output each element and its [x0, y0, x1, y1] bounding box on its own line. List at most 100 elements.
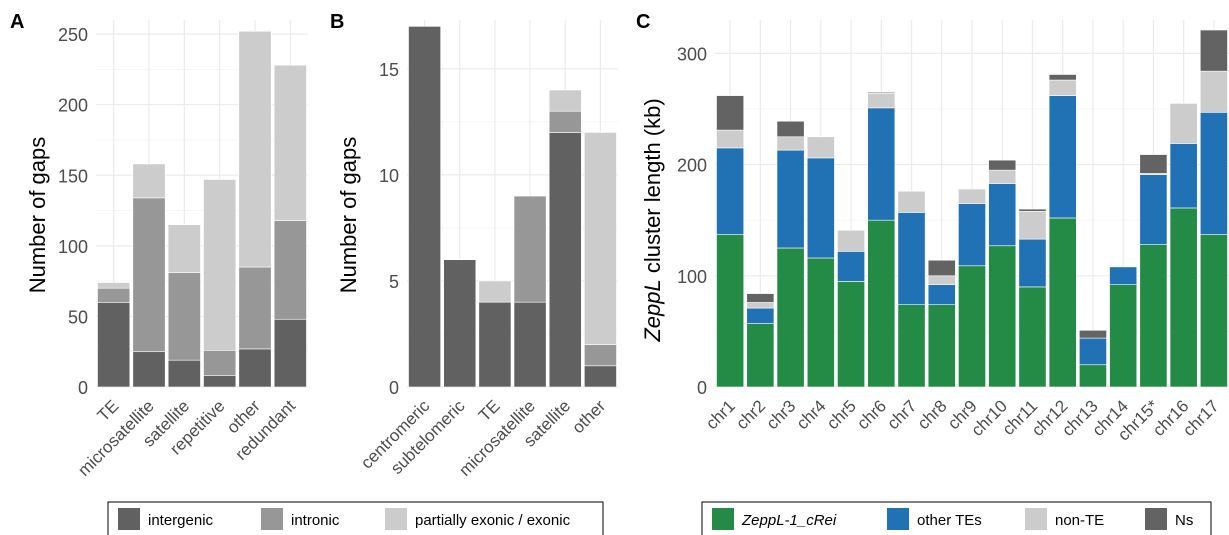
panel-c-bar-chr5-zeppl-1-crei [837, 281, 865, 388]
legend-key-non-te [1025, 508, 1047, 530]
panel-c-x-tick-label: chr3 [763, 396, 800, 433]
panel-b-label: B [330, 11, 344, 33]
panel-a-bar-other-intronic [238, 266, 272, 350]
panel-c-bar-chr12-non-te [1048, 79, 1077, 96]
legend-label: other TEs [917, 512, 982, 529]
legend-key-other-tes [887, 508, 909, 530]
panel-a-bars [97, 30, 307, 388]
panel-c-bar-chr1-other-tes [716, 147, 745, 235]
legend-label: Ns [1175, 512, 1193, 529]
panel-a-y-axis: 0 50 100 150 200 250 [58, 25, 88, 398]
panel-c-bar-chr6-ns [867, 91, 896, 94]
panel-c-bar-chr17-non-te [1199, 70, 1228, 113]
panel-a-y-tick-label: 100 [58, 237, 88, 257]
panel-b-bar-satellite-intronic [548, 110, 582, 133]
panel-c-bar-chr7-other-tes [897, 212, 926, 306]
panel-b-y-axis: 0 5 10 15 [379, 60, 399, 398]
panel-b-bar-other-partially-exonic---exonic [584, 132, 617, 345]
panel-a-bar-repetitive-intergenic [203, 375, 237, 388]
panel-b-bar-centromeric-intergenic [408, 26, 441, 388]
panel-b-bar-microsatellite-intronic [513, 195, 547, 303]
panel-c-bar-chr2-zeppl-1-crei [746, 323, 775, 388]
panel-c-bar-chr7-non-te [897, 190, 926, 213]
legend-box [107, 501, 604, 535]
panel-a-y-tick-label: 0 [78, 378, 88, 398]
panel-c-x-tick-label: chr7 [884, 396, 921, 433]
panel-c-bars [716, 29, 1228, 388]
panel-c-bar-chr17-zeppl-1-crei [1199, 234, 1228, 388]
panel-c-bar-chr10-non-te [988, 169, 1017, 184]
panel-b-y-tick-label: 5 [389, 272, 399, 292]
panel-b-bar-satellite-intergenic [548, 132, 582, 388]
panel-c-bar-chr8-ns [927, 259, 956, 277]
panel-c-bar-chr8-other-tes [927, 284, 956, 306]
panel-a-bar-te-partially-exonic---exonic [97, 282, 131, 289]
panel-c-bar-chr6-zeppl-1-crei [867, 219, 896, 388]
panel-c-ylabel-italic: ZeppL [640, 279, 665, 342]
legend-key-intergenic [118, 508, 140, 530]
panel-b-bar-subtelomeric-intergenic [443, 259, 477, 388]
legend-gap-location: intergenic intronic partially exonic / exo… [107, 501, 604, 535]
panel-b-y-tick-label: 15 [379, 60, 399, 80]
panel-c-bar-chr6-other-tes [867, 107, 896, 221]
panel-b-bar-te-intergenic [478, 301, 512, 388]
panel-c-bar-chr2-non-te [746, 302, 775, 309]
panel-a-bar-te-intergenic [97, 302, 131, 388]
legend-cluster-composition: ZeppL-1_cRei other TEs non-TE Ns [701, 501, 1212, 535]
panel-a-bar-redundant-partially-exonic---exonic [273, 64, 307, 221]
panel-c-y-tick-label: 100 [677, 267, 707, 287]
legend-label: intergenic [148, 512, 214, 529]
panel-c-bar-chr8-non-te [927, 275, 956, 285]
panel-b-bar-other-intergenic [584, 365, 617, 388]
panel-c-x-tick-label: chr6 [853, 396, 890, 433]
panel-c-bar-chr16-non-te [1169, 103, 1198, 144]
panel-c-bar-chr11-zeppl-1-crei [1018, 286, 1047, 388]
panel-c-bar-chr13-zeppl-1-crei [1079, 364, 1107, 388]
panel-b-x-tick-label: other [568, 396, 609, 437]
panel-c-y-tick-label: 200 [677, 156, 707, 176]
panel-b-y-tick-label: 0 [389, 378, 399, 398]
panel-c-bar-chr16-other-tes [1169, 143, 1198, 209]
panel-c-bar-chr3-zeppl-1-crei [776, 247, 805, 388]
panel-c-x-tick-label: chr8 [914, 396, 951, 433]
panel-a-ylabel: Number of gaps [25, 137, 50, 294]
legend-label: non-TE [1055, 512, 1104, 529]
panel-c-x-tick-label: chr4 [793, 396, 830, 433]
panel-c-x-tick-label: chr17 [1179, 396, 1223, 440]
panel-c-y-axis: 0 100 200 300 [677, 44, 707, 398]
panel-b-bars [408, 26, 617, 388]
panel-b-x-tick-label: TE [475, 396, 504, 425]
panel-c-bar-chr4-non-te [806, 136, 835, 159]
panel-c-bar-chr14-zeppl-1-crei [1109, 284, 1138, 388]
panel-c-ylabel-rest: cluster length (kb) [640, 98, 665, 279]
panel-c-bar-chr16-zeppl-1-crei [1169, 207, 1198, 388]
panel-a-bar-satellite-partially-exonic---exonic [167, 224, 201, 273]
panel-c-bar-chr3-non-te [776, 136, 805, 151]
panel-a-bar-repetitive-partially-exonic---exonic [203, 179, 237, 351]
panel-c-bar-chr11-ns [1018, 208, 1047, 212]
legend-key-partially-exonic---exonic [385, 508, 407, 530]
panel-b-bar-other-intronic [584, 344, 617, 367]
legend-label: partially exonic / exonic [415, 512, 571, 529]
panel-a-bar-microsatellite-intergenic [132, 351, 166, 388]
panel-a-y-tick-label: 150 [58, 166, 88, 186]
panel-c-bar-chr15-ns [1139, 154, 1168, 174]
panel-a-bar-microsatellite-intronic [132, 197, 166, 353]
panel-c-bar-chr13-other-tes [1079, 337, 1107, 366]
panel-c-bar-chr13-ns [1079, 329, 1107, 339]
panel-c-bar-chr17-other-tes [1199, 112, 1228, 235]
panel-c-bar-chr17-ns [1199, 29, 1228, 72]
panel-a-bar-other-intergenic [238, 348, 272, 388]
panel-c-bar-chr10-other-tes [988, 183, 1017, 247]
panel-a-y-tick-label: 200 [58, 96, 88, 116]
panel-c-x-tick-label: chr10 [968, 396, 1012, 440]
panel-c-bar-chr4-other-tes [806, 157, 835, 259]
legend-key-ns [1145, 508, 1167, 530]
panel-a-bar-other-partially-exonic---exonic [238, 30, 272, 268]
panel-a-x-tick-label: TE [94, 396, 123, 425]
panel-b-bar-te-partially-exonic---exonic [478, 280, 512, 303]
panel-c-y-tick-label: 300 [677, 44, 707, 64]
panel-c-bar-chr12-zeppl-1-crei [1048, 217, 1077, 388]
legend-key-zeppl-1-crei [712, 508, 734, 530]
